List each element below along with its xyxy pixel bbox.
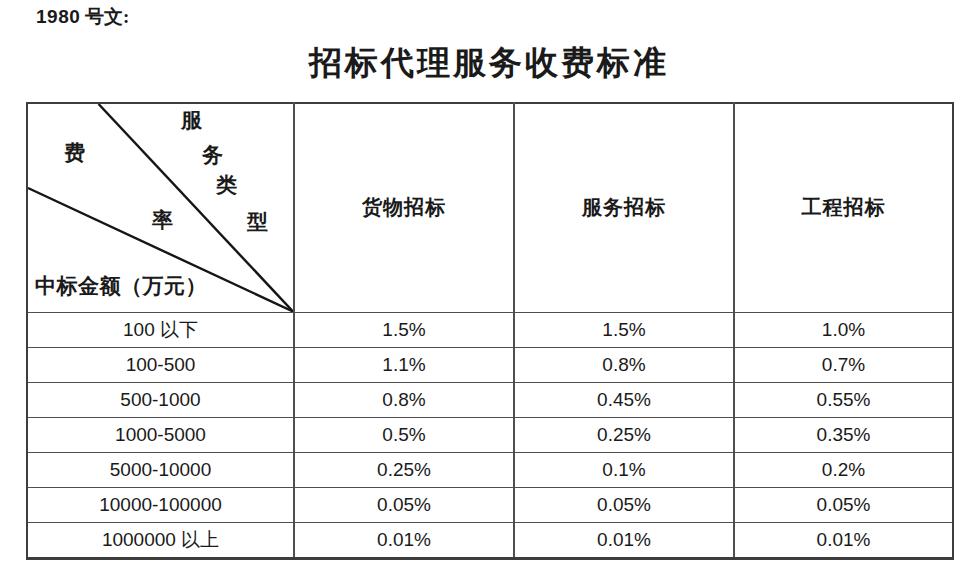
row-label: 500-1000 bbox=[27, 382, 294, 417]
corner-fee-char-2: 率 bbox=[152, 210, 173, 231]
table-row: 100-500 1.1% 0.8% 0.7% bbox=[27, 347, 953, 382]
table-cell: 0.01% bbox=[294, 522, 514, 558]
table-cell: 0.7% bbox=[734, 347, 953, 382]
row-label: 1000000 以上 bbox=[27, 522, 294, 558]
table-cell: 0.45% bbox=[514, 382, 734, 417]
corner-fee-char-1: 费 bbox=[64, 143, 85, 164]
row-label: 100-500 bbox=[27, 347, 294, 382]
corner-type-char-2: 务 bbox=[202, 145, 223, 166]
document-page: 1980 号文: 招标代理服务收费标准 服 务 类 型 费 率 中标金额（ bbox=[0, 0, 976, 581]
row-label: 10000-100000 bbox=[27, 487, 294, 522]
table-cell: 0.25% bbox=[294, 452, 514, 487]
table-cell: 0.8% bbox=[514, 347, 734, 382]
corner-row-axis-label: 中标金额（万元） bbox=[35, 274, 207, 299]
table-row: 500-1000 0.8% 0.45% 0.55% bbox=[27, 382, 953, 417]
row-label: 100 以下 bbox=[27, 312, 294, 347]
column-header-services: 服务招标 bbox=[514, 103, 734, 312]
column-header-goods: 货物招标 bbox=[294, 103, 514, 312]
table-row: 1000000 以上 0.01% 0.01% 0.01% bbox=[27, 522, 953, 558]
fee-standard-table: 服 务 类 型 费 率 中标金额（万元） 货物招标 服务招标 工程招标 100 … bbox=[26, 102, 954, 560]
corner-cell: 服 务 类 型 费 率 中标金额（万元） bbox=[27, 103, 294, 312]
table-row: 10000-100000 0.05% 0.05% 0.05% bbox=[27, 487, 953, 522]
table-cell: 1.5% bbox=[514, 312, 734, 347]
table-cell: 0.1% bbox=[514, 452, 734, 487]
header-row: 服 务 类 型 费 率 中标金额（万元） 货物招标 服务招标 工程招标 bbox=[27, 103, 953, 312]
doc-reference-label: 号文: bbox=[85, 6, 129, 27]
table-cell: 0.01% bbox=[514, 522, 734, 558]
table-cell: 0.25% bbox=[514, 417, 734, 452]
table-cell: 1.1% bbox=[294, 347, 514, 382]
table-cell: 0.35% bbox=[734, 417, 953, 452]
column-header-works: 工程招标 bbox=[734, 103, 953, 312]
table-cell: 1.0% bbox=[734, 312, 953, 347]
corner-type-char-1: 服 bbox=[181, 110, 202, 131]
table-cell: 1.5% bbox=[294, 312, 514, 347]
table-row: 1000-5000 0.5% 0.25% 0.35% bbox=[27, 417, 953, 452]
table-cell: 0.01% bbox=[734, 522, 953, 558]
doc-reference: 1980 号文: bbox=[36, 4, 129, 30]
table-cell: 0.2% bbox=[734, 452, 953, 487]
corner-type-char-4: 型 bbox=[247, 212, 268, 233]
table-cell: 0.05% bbox=[514, 487, 734, 522]
table-row: 5000-10000 0.25% 0.1% 0.2% bbox=[27, 452, 953, 487]
table-cell: 0.8% bbox=[294, 382, 514, 417]
table-row: 100 以下 1.5% 1.5% 1.0% bbox=[27, 312, 953, 347]
doc-reference-number: 1980 bbox=[36, 6, 80, 27]
row-label: 1000-5000 bbox=[27, 417, 294, 452]
table-cell: 0.5% bbox=[294, 417, 514, 452]
page-title: 招标代理服务收费标准 bbox=[26, 43, 952, 83]
table-cell: 0.05% bbox=[734, 487, 953, 522]
corner-type-char-3: 类 bbox=[216, 175, 237, 196]
row-label: 5000-10000 bbox=[27, 452, 294, 487]
table-cell: 0.05% bbox=[294, 487, 514, 522]
table-cell: 0.55% bbox=[734, 382, 953, 417]
